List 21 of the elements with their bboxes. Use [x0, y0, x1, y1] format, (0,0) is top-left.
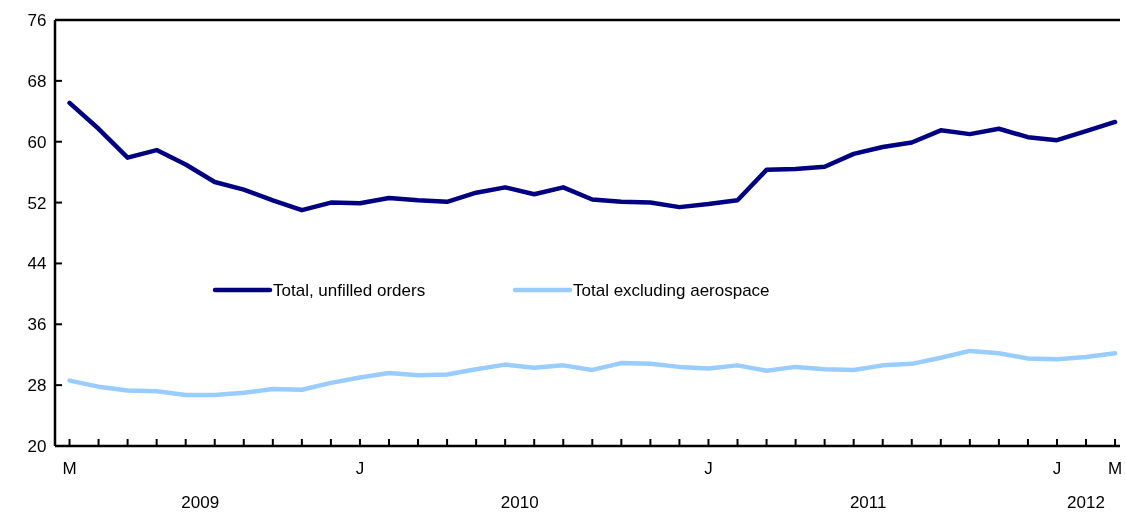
- y-tick-label: 68: [27, 71, 47, 91]
- y-tick-label: 44: [27, 254, 47, 274]
- text: 2012: [1067, 493, 1105, 512]
- text: 2009: [181, 493, 220, 512]
- x-tick-label: J: [355, 459, 365, 478]
- y-tick-label: 36: [27, 315, 47, 335]
- text: 2011: [849, 493, 887, 512]
- legend-label: Total, unfilled orders: [273, 280, 426, 300]
- text: 2010: [500, 493, 539, 512]
- x-tick-label: J: [704, 459, 713, 478]
- y-tick-label: 60: [27, 132, 47, 152]
- line-series: [67, 100, 1118, 213]
- x-tick-label: M: [62, 459, 77, 478]
- y-tick-label: 52: [27, 193, 47, 213]
- line-series: [67, 348, 1118, 398]
- x-tick-label: M: [1107, 459, 1123, 478]
- y-tick-label: 20: [27, 436, 47, 456]
- legend-label: Total excluding aerospace: [573, 280, 770, 300]
- y-tick-label: 28: [27, 376, 47, 396]
- x-tick-label: J: [1052, 459, 1062, 478]
- y-tick-label: 76: [27, 10, 47, 30]
